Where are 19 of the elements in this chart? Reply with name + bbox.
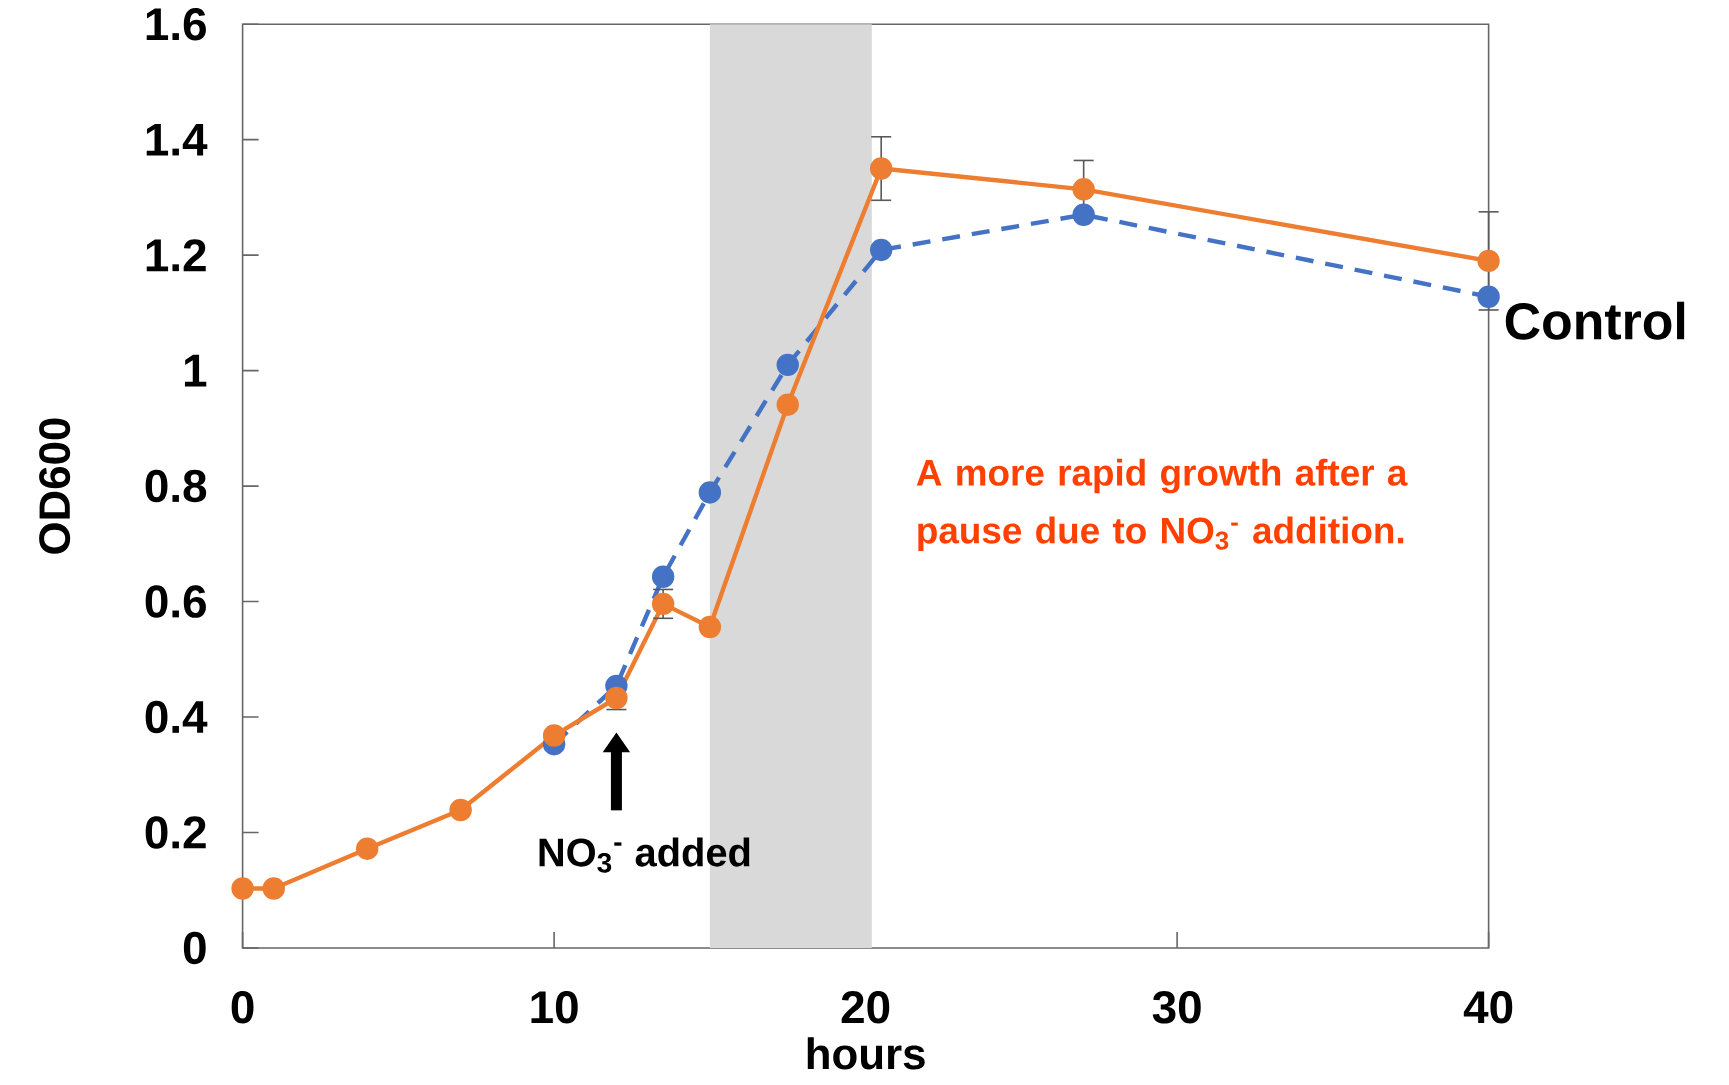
y-tick-label: 1 xyxy=(184,354,207,387)
y-tick-label: 1.2 xyxy=(146,239,206,272)
x-tick-label: 40 xyxy=(1463,991,1513,1024)
y-tick-label: 1.6 xyxy=(146,7,206,41)
x-tick-label: 0 xyxy=(231,991,254,1024)
x-tick-label: 10 xyxy=(531,991,578,1024)
x-axis-title: hours xyxy=(807,1037,925,1070)
y-axis-title: OD600 xyxy=(39,418,71,554)
x-tick-label: 30 xyxy=(1152,991,1201,1024)
y-tick-label: 1.4 xyxy=(146,123,208,156)
annotation: NO$_{3}$$^{-}$ added xyxy=(539,837,750,873)
series-label: Control xyxy=(1505,301,1685,340)
x-tick-label: 20 xyxy=(841,991,890,1024)
y-tick-label: 0.2 xyxy=(145,816,206,849)
y-tick-label: 0.4 xyxy=(145,700,208,734)
y-tick-label: 0.8 xyxy=(145,469,207,503)
annotation: A more rapid growth after a pause due to NO$_{3}$$^{-}$ addition. xyxy=(916,458,1408,551)
y-tick-label: 0.6 xyxy=(145,585,206,618)
y-tick-label: 0 xyxy=(183,931,206,965)
